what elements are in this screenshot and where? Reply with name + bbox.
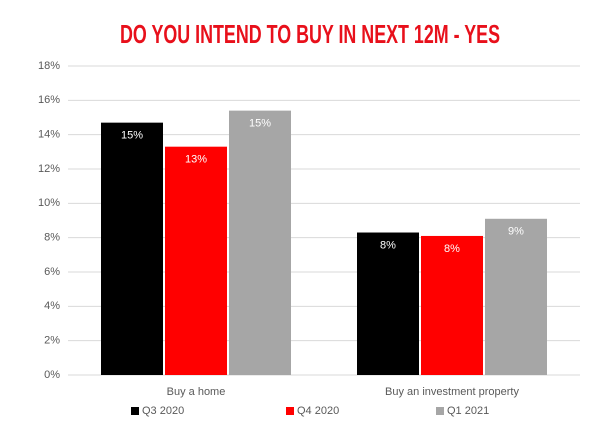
y-tick-label: 4% [44, 300, 60, 312]
value-label: 15% [249, 118, 271, 130]
y-tick-label: 18% [38, 60, 60, 72]
bar [165, 146, 227, 375]
y-tick-label: 14% [38, 129, 60, 141]
y-tick-label: 16% [38, 94, 60, 106]
legend-swatch [131, 407, 139, 415]
y-tick-label: 6% [44, 266, 60, 278]
y-tick-label: 0% [44, 369, 60, 381]
value-label: 15% [121, 130, 143, 142]
y-tick-label: 2% [44, 335, 60, 347]
bar [421, 235, 483, 375]
value-label: 8% [444, 243, 460, 255]
bar [357, 232, 419, 375]
chart-title: DO YOU INTEND TO BUY IN NEXT 12M - YES [120, 19, 500, 49]
legend-swatch [286, 407, 294, 415]
x-tick-label: Buy an investment property [385, 386, 519, 398]
legend-label: Q4 2020 [297, 405, 339, 417]
legend-label: Q1 2021 [447, 405, 489, 417]
value-label: 9% [508, 226, 524, 238]
y-tick-label: 12% [38, 163, 60, 175]
legend-label: Q3 2020 [142, 405, 184, 417]
value-label: 13% [185, 154, 207, 166]
bar [485, 218, 547, 375]
value-label: 8% [380, 239, 396, 251]
y-tick-label: 8% [44, 232, 60, 244]
legend-swatch [436, 407, 444, 415]
y-tick-label: 10% [38, 197, 60, 209]
bar [101, 122, 163, 376]
x-tick-label: Buy a home [167, 386, 226, 398]
bar [229, 110, 291, 375]
